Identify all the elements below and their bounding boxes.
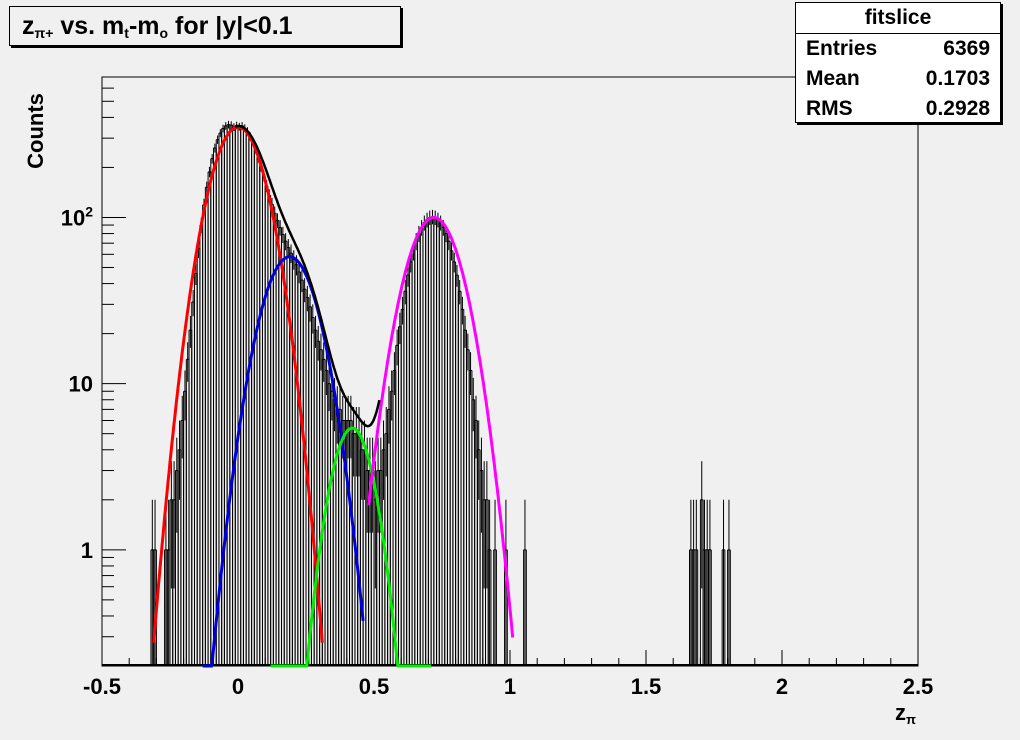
x-tick-label: 0.5 [359,674,390,699]
stats-label: RMS [806,97,853,120]
x-axis-title: zπ [895,700,916,726]
histogram-bin [487,499,492,666]
histogram-bin [493,499,497,666]
x-tick-label: 1.5 [631,674,662,699]
plot-title: zπ+ vs. mt-mo for |y|<0.1 [9,6,401,46]
stats-row-rms: RMS 0.2928 [796,94,1000,124]
title-mo-subscript: o [159,25,169,41]
histogram-bin [721,499,726,666]
stats-value: 0.2928 [925,97,990,120]
x-tick-label: 2 [776,674,788,699]
histogram-bin [523,499,527,666]
gaussian-fit-3 [270,426,432,668]
gaussian-fit-2 [202,255,365,668]
title-dash: -m [128,12,160,40]
histogram-bin [727,499,731,666]
x-tick-label: 2.5 [903,674,934,699]
fit-curves [152,124,515,668]
y-axis-title: Counts [23,93,48,169]
stats-label: Entries [806,37,878,60]
title-tail: for |y|<0.1 [168,12,293,40]
stats-value: 6369 [943,37,990,60]
stats-value: 0.1703 [925,67,990,90]
x-tick-label: -0.5 [83,674,121,699]
title-mid: vs. m [53,12,125,40]
y-tick-label: 10 [69,372,93,397]
y-tick-label: 1 [81,538,93,563]
stats-box: fitslice Entries 6369 Mean 0.1703 RMS 0.… [795,2,1001,123]
histogram-bin [708,499,712,666]
histogram-bins [102,120,918,666]
title-z-subscript: π+ [34,25,54,41]
x-tick-label: 1 [504,674,516,699]
gaussian-fit-4 [367,216,515,638]
histogram-bin [694,499,699,666]
stats-label: Mean [806,67,860,90]
stats-row-mean: Mean 0.1703 [796,64,1000,94]
x-axis-title-main: z [895,700,906,725]
y-tick-label: 102 [61,203,93,230]
title-z: z [22,12,35,40]
x-axis-title-subscript: π [906,712,916,727]
total-fit-curve [234,124,381,428]
stats-title: fitslice [796,3,1000,34]
title-mt-subscript: t [124,25,129,41]
x-tick-label: 0 [232,674,244,699]
stats-row-entries: Entries 6369 [796,34,1000,64]
y-axis: 1 10 102 [61,76,126,667]
